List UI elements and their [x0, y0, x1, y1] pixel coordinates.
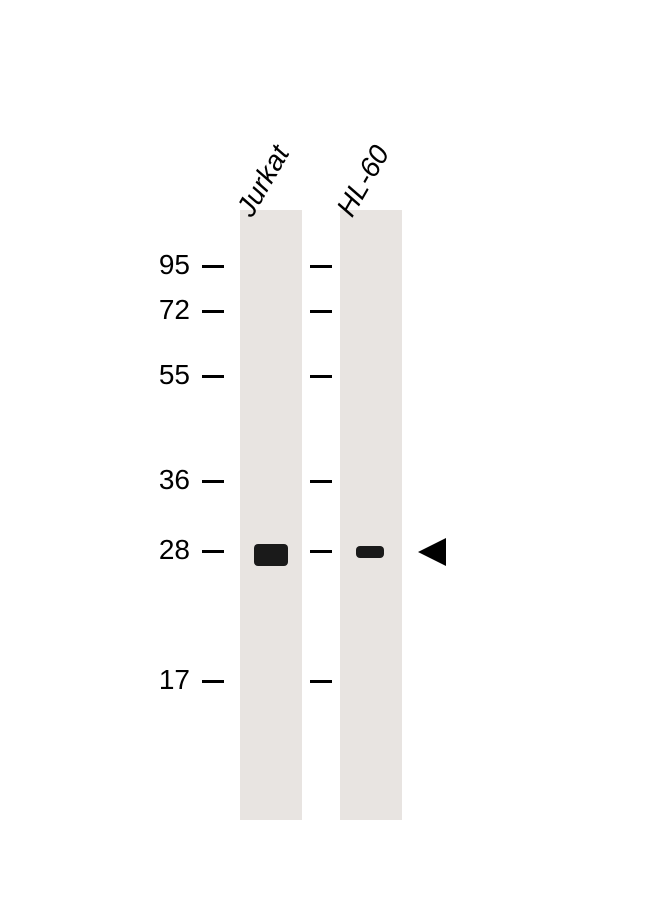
- mw-label-17: 17: [140, 664, 190, 696]
- tick-mid-95: [310, 265, 332, 268]
- tick-mid-72: [310, 310, 332, 313]
- tick-left-95: [202, 265, 224, 268]
- tick-mid-17: [310, 680, 332, 683]
- mw-label-95: 95: [140, 249, 190, 281]
- lane-hl60: [340, 210, 402, 820]
- band-hl60: [356, 546, 384, 558]
- tick-left-36: [202, 480, 224, 483]
- tick-mid-28: [310, 550, 332, 553]
- tick-left-17: [202, 680, 224, 683]
- tick-left-55: [202, 375, 224, 378]
- mw-label-72: 72: [140, 294, 190, 326]
- band-jurkat: [254, 544, 288, 566]
- tick-left-28: [202, 550, 224, 553]
- mw-label-55: 55: [140, 359, 190, 391]
- tick-mid-55: [310, 375, 332, 378]
- band-arrow-icon: [418, 538, 446, 566]
- mw-label-36: 36: [140, 464, 190, 496]
- lane-jurkat: [240, 210, 302, 820]
- western-blot-figure: Jurkat HL-60 95 72 55 36 28 17: [50, 50, 600, 870]
- mw-label-28: 28: [140, 534, 190, 566]
- tick-mid-36: [310, 480, 332, 483]
- tick-left-72: [202, 310, 224, 313]
